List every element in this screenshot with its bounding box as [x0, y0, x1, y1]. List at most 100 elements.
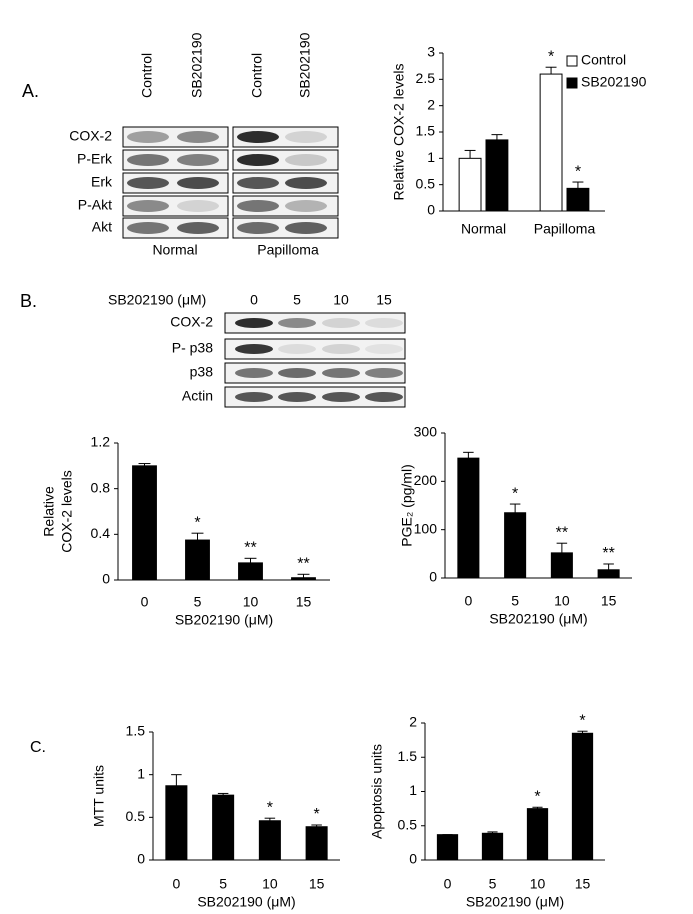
y-tick-label: 0.5 [416, 175, 436, 191]
y-tick-label: 0 [409, 851, 417, 867]
x-tick-label: 0 [444, 876, 452, 892]
y-tick-label: 1 [409, 782, 417, 798]
blot-band [365, 392, 403, 402]
blot-band [237, 154, 279, 166]
bar [526, 808, 549, 861]
blot-band [235, 344, 273, 354]
y-tick-label: 2 [409, 714, 417, 730]
bar [185, 539, 210, 581]
x-tick-label: 10 [554, 593, 570, 609]
x-tick-label: 0 [172, 876, 180, 892]
x-axis-label: SB202190 (μM) [175, 612, 273, 628]
blot-band [365, 368, 403, 378]
panel-label: B. [20, 291, 37, 311]
x-tick-label: 15 [309, 876, 325, 892]
y-tick-label: 300 [414, 424, 438, 440]
y-tick-label: 0.8 [91, 479, 111, 495]
blot-row-label: COX-2 [69, 128, 112, 144]
blot-lane-label: 5 [293, 292, 301, 308]
blot-band [177, 131, 219, 143]
blot-column-label: Control [249, 53, 265, 98]
blot-band [285, 177, 327, 189]
significance-label: ** [297, 556, 309, 573]
panel-label: A. [22, 81, 39, 101]
x-tick-label: 15 [601, 593, 617, 609]
bar [504, 512, 527, 579]
y-tick-label: 1.5 [398, 748, 418, 764]
blot-row-label: Actin [182, 388, 213, 404]
y-tick-label: 0.5 [398, 816, 418, 832]
blot-row-label: P- p38 [172, 340, 213, 356]
significance-label: * [534, 788, 540, 805]
bar [457, 457, 480, 579]
blot-lane-label: 0 [250, 292, 258, 308]
blot-band [177, 177, 219, 189]
bar [305, 826, 328, 861]
y-axis-label: Apoptosis units [369, 744, 385, 839]
significance-label: ** [556, 524, 568, 541]
y-axis-label: COX-2 levels [59, 470, 75, 552]
blot-group-label: Normal [152, 242, 197, 258]
blot-dose-label: SB202190 (μM) [108, 292, 206, 308]
x-axis-label: SB202190 (μM) [489, 611, 587, 627]
y-tick-label: 200 [414, 472, 438, 488]
blot-row-label: Akt [92, 219, 112, 235]
blot-row-label: COX-2 [170, 314, 213, 330]
bar [291, 577, 316, 581]
significance-label: * [575, 163, 581, 180]
blot-row-label: P-Erk [77, 151, 113, 167]
y-axis-label: PGE₂ (pg/ml) [399, 464, 415, 546]
significance-label: * [579, 712, 585, 729]
blot-band [365, 318, 403, 328]
y-tick-label: 2 [427, 96, 435, 112]
y-tick-label: 3 [427, 44, 435, 60]
blot-band [365, 344, 403, 354]
y-tick-label: 1.2 [91, 434, 111, 450]
blot-column-label: SB202190 [189, 32, 205, 98]
bar [165, 785, 188, 861]
x-tick-label: 10 [530, 876, 546, 892]
blot-band [127, 154, 169, 166]
bar [571, 732, 594, 861]
blot-band [285, 154, 327, 166]
blot-column-label: Control [139, 53, 155, 98]
bar [212, 794, 235, 861]
blot-band [177, 200, 219, 212]
x-tick-label: 5 [489, 876, 497, 892]
x-tick-label: Papilloma [534, 221, 596, 237]
x-tick-label: 15 [575, 876, 591, 892]
y-tick-label: 0.4 [91, 525, 111, 541]
x-tick-label: 10 [262, 876, 278, 892]
blot-band [237, 200, 279, 212]
x-axis-label: SB202190 (μM) [197, 894, 295, 910]
bar [436, 834, 459, 861]
bar [566, 187, 590, 212]
blot-band [235, 318, 273, 328]
x-tick-label: 15 [296, 594, 312, 610]
x-tick-label: 5 [511, 593, 519, 609]
blot-band [127, 222, 169, 234]
blot-band [127, 131, 169, 143]
bar [238, 562, 263, 581]
blot-band [285, 200, 327, 212]
blot-band [278, 318, 316, 328]
y-tick-label: 1 [427, 149, 435, 165]
bar [550, 552, 573, 579]
significance-label: * [512, 485, 518, 502]
blot-band [127, 177, 169, 189]
y-axis-label: Relative [41, 486, 57, 537]
y-tick-label: 1.5 [416, 123, 436, 139]
legend-swatch [566, 55, 578, 67]
bar [458, 157, 482, 212]
blot-lane-label: 10 [333, 292, 349, 308]
bar [481, 832, 504, 861]
blot-band [237, 222, 279, 234]
y-tick-label: 0.5 [126, 808, 146, 824]
bar [132, 465, 157, 581]
blot-row-label: P-Akt [78, 197, 112, 213]
blot-box [224, 338, 406, 360]
x-tick-label: 5 [219, 876, 227, 892]
blot-band [235, 392, 273, 402]
